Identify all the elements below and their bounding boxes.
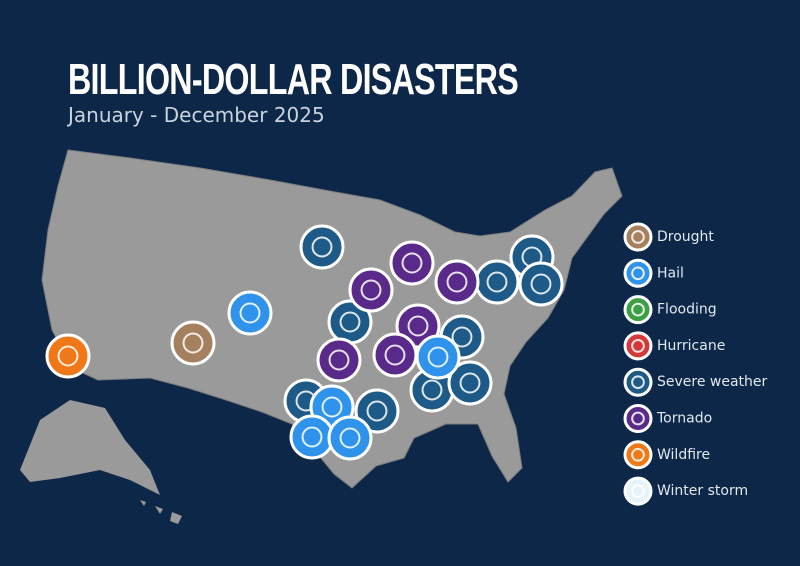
marker-icon	[486, 271, 508, 293]
marker-icon	[384, 344, 406, 366]
marker-icon	[451, 326, 473, 348]
marker-icon	[401, 252, 423, 274]
marker-icon	[339, 311, 361, 333]
marker-icon	[311, 236, 333, 258]
legend-label: Flooding	[657, 302, 717, 318]
marker	[447, 360, 493, 406]
marker-icon	[182, 332, 204, 354]
marker-icon	[631, 484, 645, 498]
marker-icon	[631, 375, 645, 390]
marker-icon	[366, 400, 388, 422]
title: BILLION-DOLLAR DISASTERS	[68, 55, 518, 104]
marker	[316, 337, 362, 383]
marker	[45, 333, 91, 379]
marker	[623, 404, 653, 433]
marker-icon	[57, 345, 79, 367]
marker	[289, 414, 335, 460]
marker	[623, 295, 653, 325]
marker-icon	[407, 315, 429, 337]
marker	[623, 440, 653, 470]
legend-label: Wildfire	[657, 447, 710, 463]
marker-icon	[631, 302, 645, 317]
marker	[348, 267, 394, 313]
marker-icon	[631, 230, 645, 244]
legend-label: Drought	[657, 229, 714, 245]
marker	[227, 290, 273, 336]
marker	[389, 240, 435, 286]
marker	[434, 259, 480, 305]
legend-label: Hail	[657, 265, 684, 281]
legend: Drought Hail Flooding Hurricane Severe weath…	[623, 222, 768, 506]
legend-label: Winter storm	[657, 483, 748, 499]
marker	[518, 261, 564, 307]
marker-icon	[459, 372, 481, 394]
marker	[474, 259, 520, 305]
marker	[299, 224, 345, 270]
marker-icon	[239, 302, 261, 324]
marker	[623, 331, 653, 361]
marker-icon	[328, 349, 350, 371]
marker-icon	[631, 339, 645, 353]
marker-icon	[421, 379, 443, 401]
marker	[170, 320, 216, 366]
marker	[415, 334, 461, 380]
marker	[372, 332, 418, 378]
marker-icon	[321, 396, 343, 418]
subtitle: January - December 2025	[66, 103, 325, 127]
marker	[623, 476, 653, 506]
marker-icon	[631, 447, 645, 462]
marker-icon	[631, 266, 645, 281]
legend-label: Tornado	[656, 411, 712, 427]
marker-icon	[360, 279, 382, 301]
marker-icon	[301, 426, 323, 448]
markers	[45, 224, 564, 461]
marker-icon	[631, 411, 645, 426]
marker	[327, 415, 373, 461]
marker	[623, 367, 653, 397]
marker-icon	[427, 346, 449, 368]
marker	[623, 258, 653, 288]
legend-label: Hurricane	[657, 338, 725, 354]
marker-icon	[530, 273, 552, 295]
marker-icon	[339, 427, 361, 449]
marker	[623, 222, 653, 252]
marker	[354, 388, 400, 434]
marker-icon	[446, 271, 468, 293]
alaska	[20, 400, 160, 495]
legend-label: Severe weather	[657, 374, 768, 390]
hawaii	[140, 500, 182, 524]
